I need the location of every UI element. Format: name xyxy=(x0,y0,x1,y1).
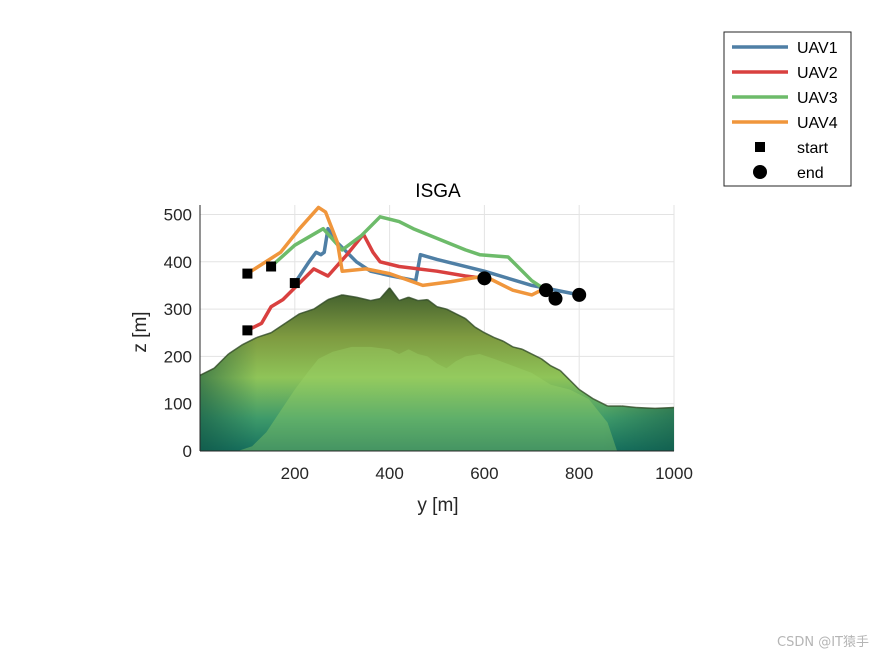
y-tick-label: 0 xyxy=(183,442,192,461)
terrain-ridge-segment xyxy=(636,406,656,410)
y-tick-label: 300 xyxy=(164,300,192,319)
watermark: CSDN @IT猿手 xyxy=(777,635,869,650)
terrain-ridge-segment xyxy=(408,296,419,302)
terrain-ridge-segment xyxy=(398,296,409,302)
series-line-uav4 xyxy=(245,205,548,297)
end-marker xyxy=(539,283,554,298)
end-marker xyxy=(572,287,587,302)
series-line-uav2 xyxy=(245,232,487,333)
legend: UAV1 UAV2 UAV3 UAV4 start end xyxy=(723,31,852,187)
terrain-ridge-segment xyxy=(512,346,523,351)
x-tick-label: 200 xyxy=(281,464,309,483)
y-tick-label: 200 xyxy=(164,347,192,366)
terrain-ridge-segment xyxy=(493,336,504,342)
x-axis-label: y [m] xyxy=(417,495,458,516)
terrain-ridge-segment xyxy=(569,379,580,391)
legend-label-end: end xyxy=(797,165,824,182)
terrain-ridge-segment xyxy=(370,297,381,302)
series-line-uav1 xyxy=(293,226,581,297)
series-line-uav3 xyxy=(269,215,558,301)
terrain-ridge-segment xyxy=(242,336,258,346)
chart-title: ISGA xyxy=(415,181,461,202)
x-tick-label: 1000 xyxy=(655,464,693,483)
terrain-ridge-segment xyxy=(213,353,229,369)
terrain-ridge-segment xyxy=(521,348,533,355)
start-marker xyxy=(289,278,300,289)
markers-group xyxy=(242,261,587,336)
terrain-ridge-segment xyxy=(621,405,637,409)
terrain-ridge-segment xyxy=(342,294,357,298)
start-marker xyxy=(242,268,253,279)
legend-label-uav2: UAV2 xyxy=(797,65,838,82)
end-marker xyxy=(548,291,563,306)
terrain-ridge-segment xyxy=(427,299,438,308)
x-tick-label: 400 xyxy=(375,464,403,483)
legend-swatch-end xyxy=(753,165,767,179)
terrain-ridge-segment xyxy=(270,322,286,334)
terrain-ridge-segment xyxy=(379,287,391,300)
terrain-ridge-segment xyxy=(578,388,594,400)
terrain-ridge-segment xyxy=(593,398,608,407)
terrain-ridge-segment xyxy=(559,370,571,381)
terrain-ridge-segment xyxy=(455,313,466,320)
terrain-shade xyxy=(200,287,674,451)
end-marker xyxy=(477,271,492,286)
terrain-ridge-segment xyxy=(464,317,476,328)
y-axis-label: z [m] xyxy=(130,311,151,352)
series-group xyxy=(245,205,581,333)
terrain-surface xyxy=(199,287,675,451)
legend-swatch-start xyxy=(755,142,765,152)
terrain-ridge-segment xyxy=(228,343,244,355)
terrain-ridge-segment xyxy=(474,326,485,334)
y-tick-label: 100 xyxy=(164,395,192,414)
terrain-ridge-segment xyxy=(502,340,514,348)
terrain-ridge-segment xyxy=(446,308,457,315)
terrain-ridge-segment xyxy=(284,313,300,324)
terrain-ridge-segment xyxy=(256,332,272,339)
start-marker xyxy=(242,325,253,336)
legend-box xyxy=(723,31,852,187)
terrain-ridge-segment xyxy=(327,294,343,301)
terrain-ridge-segment xyxy=(436,305,447,310)
legend-label-uav4: UAV4 xyxy=(797,115,838,132)
legend-label-uav1: UAV1 xyxy=(797,40,838,57)
start-marker xyxy=(266,261,277,272)
terrain-ridge-segment xyxy=(199,367,215,376)
legend-label-start: start xyxy=(797,140,829,157)
terrain-ridge-segment xyxy=(655,406,675,410)
terrain-ridge-segment xyxy=(540,358,552,367)
terrain-lowlands xyxy=(200,346,674,451)
terrain-ridge-segment xyxy=(550,365,561,372)
terrain-ridge-segment xyxy=(484,332,495,339)
y-tick-label: 400 xyxy=(164,253,192,272)
terrain-ridge-segment xyxy=(388,287,400,302)
x-tick-label: 800 xyxy=(565,464,593,483)
legend-label-uav3: UAV3 xyxy=(797,90,838,107)
y-tick-label: 500 xyxy=(164,205,192,224)
terrain-ridge-segment xyxy=(356,296,371,302)
terrain-ridge-segment xyxy=(531,353,542,360)
axes-frame xyxy=(199,205,674,452)
x-tick-label: 600 xyxy=(470,464,498,483)
terrain-ridge-segment xyxy=(417,298,428,302)
terrain-ridge-segment xyxy=(313,298,329,310)
tick-labels: 200 400 600 800 1000 0 100 200 300 400 500 xyxy=(164,205,693,483)
terrain-ridge-segment xyxy=(299,308,314,315)
